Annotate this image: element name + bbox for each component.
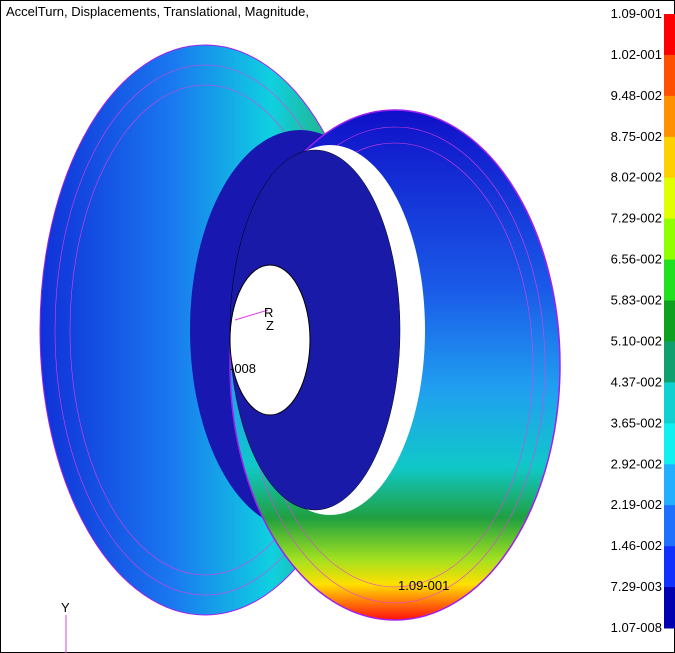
axis-y: Y	[61, 600, 70, 615]
legend-label: 9.48-002	[611, 88, 662, 103]
legend-swatch	[664, 137, 675, 178]
legend-label: 2.92-002	[611, 456, 662, 471]
legend-swatch	[664, 587, 675, 628]
viewport-canvas: AccelTurn, Displacements, Translational,…	[0, 0, 675, 653]
legend-label: 1.09-001	[611, 6, 662, 21]
legend-swatch	[664, 219, 675, 260]
axis-z: Z	[266, 318, 274, 333]
legend-label: 1.07-008	[611, 620, 662, 635]
min-annotation: -008	[230, 361, 256, 376]
legend-swatch	[664, 382, 675, 423]
result-title: AccelTurn, Displacements, Translational,…	[6, 4, 309, 19]
legend-label: 7.29-002	[611, 211, 662, 226]
fea-viewport: AccelTurn, Displacements, Translational,…	[0, 0, 675, 653]
legend-label: 1.46-002	[611, 538, 662, 553]
legend-swatch	[664, 423, 675, 464]
legend-swatch	[664, 505, 675, 546]
legend-swatch	[664, 301, 675, 342]
legend-label: 2.19-002	[611, 497, 662, 512]
legend-label: 8.02-002	[611, 170, 662, 185]
legend-swatch	[664, 14, 675, 55]
legend-swatch	[664, 260, 675, 301]
legend-swatch	[664, 546, 675, 587]
legend-label: 7.29-003	[611, 579, 662, 594]
max-annotation: 1.09-001	[398, 578, 449, 593]
legend-swatch	[664, 178, 675, 219]
legend-swatch	[664, 341, 675, 382]
legend-swatch	[664, 55, 675, 96]
legend-swatch	[664, 96, 675, 137]
legend-label: 3.65-002	[611, 415, 662, 430]
legend-label: 8.75-002	[611, 129, 662, 144]
legend-label: 5.10-002	[611, 333, 662, 348]
legend-label: 6.56-002	[611, 252, 662, 267]
legend-label: 1.02-001	[611, 47, 662, 62]
legend-label: 5.83-002	[611, 293, 662, 308]
legend-swatch	[664, 464, 675, 505]
legend-label: 4.37-002	[611, 374, 662, 389]
